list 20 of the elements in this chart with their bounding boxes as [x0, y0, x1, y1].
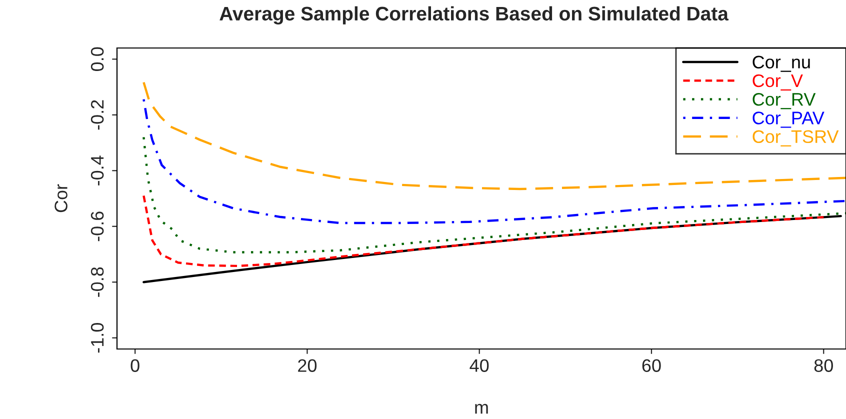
- y-tick-label: -0.6: [90, 212, 104, 242]
- line-series: [142, 194, 825, 268]
- legend-label: Cor_RV: [752, 92, 816, 110]
- legend-label: Cor_TSRV: [752, 130, 839, 146]
- y-tick-label: -1.0: [90, 323, 104, 353]
- chart-title: Average Sample Correlations Based on Simulated Data: [220, 6, 729, 24]
- x-tick-label: 0: [130, 359, 140, 372]
- legend-label: Cor_nu: [752, 56, 810, 72]
- y-tick-label: -0.2: [90, 100, 104, 130]
- x-tick-label: 20: [298, 359, 317, 372]
- y-axis-title: Cor: [54, 184, 68, 212]
- y-tick-label: 0.0: [90, 47, 104, 71]
- legend-label: Cor_PAV: [752, 112, 824, 128]
- legend-label: Cor_V: [752, 74, 803, 91]
- x-tick-label: 40: [470, 359, 489, 372]
- y-tick-label: -0.8: [90, 267, 104, 297]
- x-axis-title: m: [475, 404, 488, 414]
- x-tick-label: 80: [814, 359, 833, 372]
- x-tick-label: 60: [642, 359, 661, 372]
- y-tick-label: -0.4: [90, 156, 104, 186]
